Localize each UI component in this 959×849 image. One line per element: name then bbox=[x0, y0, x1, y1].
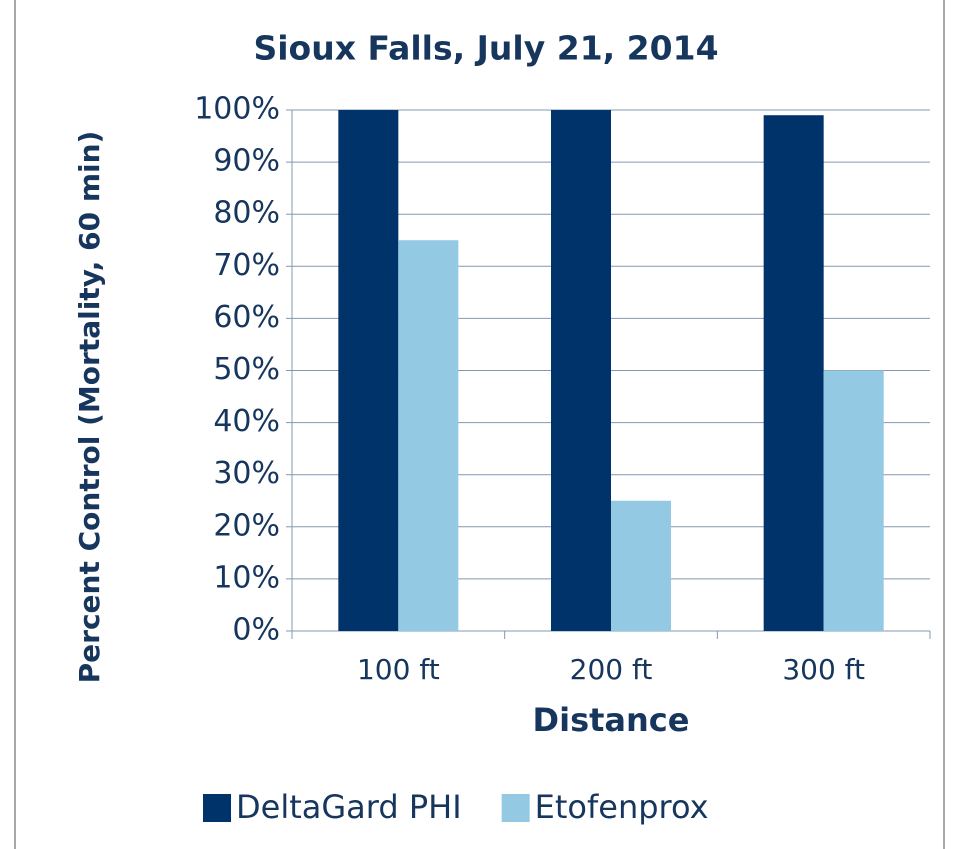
legend-label: Etofenprox bbox=[535, 788, 709, 826]
y-tick-label: 90% bbox=[213, 144, 280, 179]
bar bbox=[398, 240, 459, 631]
x-axis-label: Distance bbox=[533, 701, 690, 739]
chart-title: Sioux Falls, July 21, 2014 bbox=[253, 29, 718, 68]
y-tick-label: 80% bbox=[213, 196, 280, 231]
y-tick-label: 0% bbox=[232, 613, 280, 648]
legend-swatch bbox=[501, 794, 530, 822]
y-tick-label: 30% bbox=[213, 456, 280, 491]
legend-swatch bbox=[203, 794, 231, 822]
x-tick-label: 300 ft bbox=[782, 653, 865, 686]
x-tick-label: 100 ft bbox=[357, 653, 440, 686]
y-tick-label: 10% bbox=[213, 560, 280, 595]
legend-label: DeltaGard PHI bbox=[236, 788, 462, 826]
bar bbox=[611, 500, 671, 631]
y-tick-label: 70% bbox=[213, 248, 280, 283]
y-tick-label: 60% bbox=[213, 300, 280, 335]
y-tick-label: 100% bbox=[194, 92, 280, 127]
y-tick-label: 50% bbox=[213, 352, 280, 387]
y-axis-label: Percent Control (Mortality, 60 min) bbox=[73, 130, 106, 684]
x-tick-label: 200 ft bbox=[570, 653, 653, 686]
bar bbox=[763, 115, 824, 631]
y-tick-label: 40% bbox=[213, 404, 280, 439]
bar bbox=[551, 110, 611, 631]
chart-border bbox=[14, 0, 945, 849]
bar bbox=[823, 370, 884, 631]
y-tick-label: 20% bbox=[213, 508, 280, 543]
bar bbox=[338, 110, 399, 631]
